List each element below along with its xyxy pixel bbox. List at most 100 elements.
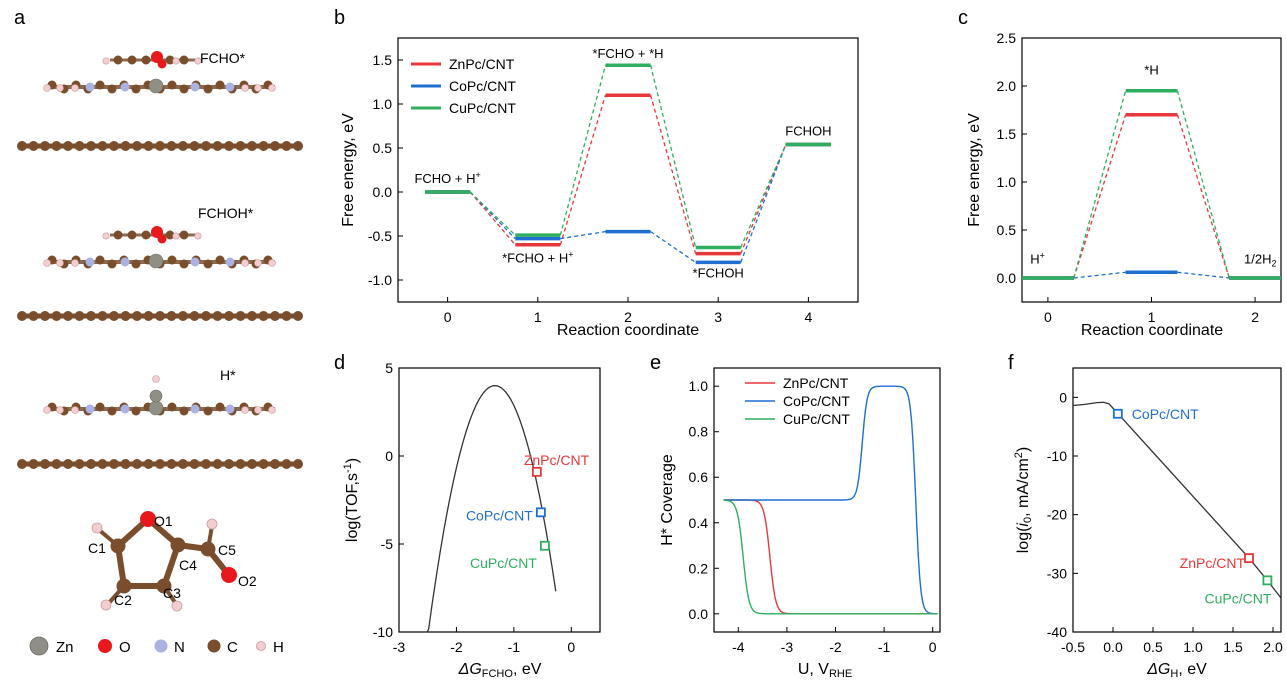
chart-e-ylabel: H* Coverage <box>659 454 676 546</box>
chart-e-ticks: -4 -3 -2 -1 0 0.0 0.2 0.4 0.6 0.8 1.0 <box>689 378 937 655</box>
chart-f-ylabel-sub: 0 <box>1022 517 1034 523</box>
cnt-carbon-atom <box>235 311 246 321</box>
adsorbate-carbon-atom <box>165 230 175 240</box>
panel-letter-f: f <box>1008 352 1014 374</box>
chart-d-xlabel-sub: FCHO <box>482 668 514 680</box>
atom-label-c3: C3 <box>163 585 181 601</box>
cnt-carbon-atom <box>178 311 188 321</box>
cnt-carbon-atom <box>178 459 188 469</box>
cnt-carbon-atom <box>120 459 131 469</box>
pc-hydrogen-atom <box>268 84 276 92</box>
chart-d-ticks: -3 -2 -1 0-10-505 <box>373 360 576 655</box>
cnt-carbon-atom <box>63 459 73 469</box>
pc-carbon-atom <box>215 255 225 265</box>
legend-b-cu-label: CuPc/CNT <box>449 100 516 116</box>
chart-d-ylabel-sup: -1 <box>342 463 354 473</box>
pc-hydrogen-atom <box>254 406 262 414</box>
pc-carbon-atom <box>131 259 141 269</box>
chart-c-frame <box>1021 37 1282 303</box>
energy-connector-CuPc/CNT <box>559 65 607 236</box>
panel-letter-d: d <box>334 352 345 374</box>
volcano-point-CoPc/CNT <box>535 507 546 518</box>
chart-d-xlabel: ΔGFCHO, eV <box>458 661 542 680</box>
y-tick-label: 0.5 <box>997 222 1017 238</box>
y-tick-label: -10 <box>373 624 393 640</box>
atom-legend: Zn O N C H <box>29 636 284 656</box>
y-tick-label: -0.5 <box>368 228 392 244</box>
cnt-carbon-atom <box>86 459 96 469</box>
y-tick-label: 0.0 <box>997 270 1017 286</box>
adsorbate-hydrogen-atom <box>172 57 180 65</box>
pc-nitrogen-atom <box>85 404 95 414</box>
state-annotation: 1/2H2 <box>1244 252 1276 269</box>
legend-e-zn-label: ZnPc/CNT <box>783 375 849 391</box>
cnt-carbon-atom <box>212 311 223 321</box>
pc-nitrogen-atom <box>225 257 235 267</box>
chart-b-ylabel: Free energy, eV <box>340 113 357 227</box>
atom-legend-zn-label: Zn <box>56 639 74 656</box>
cnt-carbon-atom <box>166 311 177 321</box>
pc-nitrogen-atom <box>225 82 235 92</box>
energy-connector-CuPc/CNT <box>740 144 787 248</box>
x-tick-label: 1 <box>1148 309 1156 325</box>
y-tick-label: 2.5 <box>997 30 1017 46</box>
cnt-carbon-atom <box>166 141 177 151</box>
y-tick-label: 1.0 <box>997 174 1017 190</box>
state-annotation: *FCHOH <box>693 265 744 280</box>
x-tick-label: -2 <box>829 639 842 655</box>
y-tick-label: 1.0 <box>689 378 709 394</box>
cnt-carbon-atom <box>74 459 85 469</box>
x-tick-label: -3 <box>393 639 406 655</box>
chart-d-frame <box>398 367 601 633</box>
activity-point-label-CoPc/CNT: CoPc/CNT <box>1132 406 1199 422</box>
cnt-carbon-atom <box>17 141 27 151</box>
x-tick-label: -3 <box>781 639 794 655</box>
cnt-carbon-atom <box>143 141 154 151</box>
cnt-carbon-atom <box>40 311 50 321</box>
chart-b: 0 1 2 3 4 -1.0 -0.5 0.0 0.5 1.0 1.5 FCHO + H+ *FCHO… <box>340 37 859 339</box>
cnt-carbon-atom <box>247 141 257 151</box>
pc-carbon-atom <box>167 255 177 265</box>
cnt-carbon-atom <box>224 311 234 321</box>
structure-label-h: H* <box>220 367 236 383</box>
cnt-carbon-atom <box>97 459 108 469</box>
pc-hydrogen-atom <box>56 406 64 414</box>
energy-connector-ZnPc/CNT <box>469 191 516 246</box>
furfural-molecule: O1 C1 C4 C5 O2 C2 C3 <box>88 511 257 612</box>
cnt-carbon-atom <box>201 141 211 151</box>
adsorbate-hydrogen-atom <box>172 232 180 240</box>
chart-e-marks <box>723 385 938 615</box>
x-tick-label: 1.5 <box>1223 639 1243 655</box>
energy-connector-ZnPc/CNT <box>1073 114 1127 279</box>
h-adsorption-structure <box>17 375 303 469</box>
cnt-carbon-atom <box>166 459 177 469</box>
fcho-adsorption-structure <box>17 51 303 151</box>
x-tick-label: 0 <box>1044 309 1052 325</box>
pc-carbon-atom <box>179 259 189 269</box>
adsorbate-oxygen-atom <box>157 59 167 69</box>
cnt-carbon-atom <box>212 141 223 151</box>
cnt-carbon-atom <box>143 459 154 469</box>
y-tick-label: 0 <box>385 448 393 464</box>
state-annotation: FCHO + H+ <box>414 170 480 186</box>
chart-f-xlabel: ΔGH, eV <box>1146 661 1207 680</box>
chart-c-marks: H+ *H 1/2H2 <box>1022 62 1281 280</box>
atom-legend-c-label: C <box>227 639 238 656</box>
y-tick-label: -1.0 <box>368 272 392 288</box>
adsorbate-hydrogen-atom <box>194 57 202 65</box>
x-tick-label: 0.5 <box>1143 639 1163 655</box>
y-tick-label: 0 <box>1059 389 1067 405</box>
cnt-carbon-atom <box>51 141 62 151</box>
pc-hydrogen-atom <box>241 259 249 267</box>
x-tick-label: -1 <box>508 639 521 655</box>
y-tick-label: 0.2 <box>689 560 709 576</box>
cnt-carbon-atom <box>235 459 246 469</box>
cnt-carbon-atom <box>63 311 73 321</box>
activity-point-label-ZnPc/CNT: ZnPc/CNT <box>1180 555 1246 571</box>
chart-f-ylabel-main: log( <box>1015 526 1032 553</box>
activity-curve <box>1072 401 1282 599</box>
x-tick-label: 1 <box>534 309 542 325</box>
x-tick-label: 2 <box>624 309 632 325</box>
cnt-carbon-atom <box>120 141 131 151</box>
cnt-carbon-atom <box>51 459 62 469</box>
